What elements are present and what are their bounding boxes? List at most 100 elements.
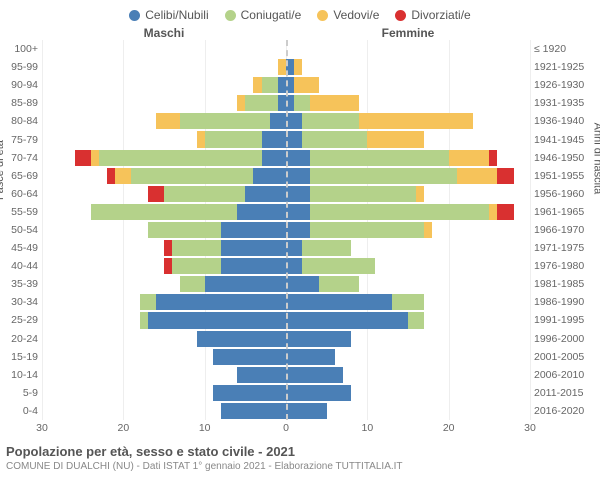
birth-tick: 1921-1925 bbox=[534, 58, 600, 76]
bar-segment bbox=[262, 131, 286, 147]
bar-segment bbox=[286, 312, 408, 328]
pyramid-row bbox=[286, 311, 530, 329]
bar-segment bbox=[310, 95, 359, 111]
bar-segment bbox=[310, 204, 489, 220]
bar-segment bbox=[367, 131, 424, 147]
pyramid-row bbox=[42, 130, 286, 148]
pyramid-row bbox=[286, 94, 530, 112]
bar-segment bbox=[278, 95, 286, 111]
birth-tick: 1966-1970 bbox=[534, 221, 600, 239]
bar-segment bbox=[156, 113, 180, 129]
male-header: Maschi bbox=[42, 26, 286, 40]
age-tick: 100+ bbox=[0, 40, 38, 58]
birth-tick: 1996-2000 bbox=[534, 330, 600, 348]
pyramid-row bbox=[42, 402, 286, 420]
bar-segment bbox=[237, 367, 286, 383]
bar-segment bbox=[294, 77, 318, 93]
birth-tick: 1931-1935 bbox=[534, 94, 600, 112]
legend: Celibi/NubiliConiugati/eVedovi/eDivorzia… bbox=[0, 0, 600, 26]
bar-segment bbox=[164, 186, 245, 202]
bar-segment bbox=[131, 168, 253, 184]
age-tick: 90-94 bbox=[0, 76, 38, 94]
bar-segment bbox=[156, 294, 286, 310]
pyramid-row bbox=[42, 221, 286, 239]
bar-segment bbox=[164, 258, 172, 274]
birth-tick: 1941-1945 bbox=[534, 130, 600, 148]
pyramid-row bbox=[42, 94, 286, 112]
age-tick: 85-89 bbox=[0, 94, 38, 112]
bar-segment bbox=[245, 95, 278, 111]
bar-segment bbox=[449, 150, 490, 166]
pyramid-row bbox=[286, 40, 530, 58]
bar-segment bbox=[294, 59, 302, 75]
bar-segment bbox=[221, 222, 286, 238]
bar-segment bbox=[302, 258, 375, 274]
birth-tick: 1976-1980 bbox=[534, 257, 600, 275]
female-header: Femmine bbox=[286, 26, 530, 40]
pyramid-row bbox=[286, 203, 530, 221]
birth-tick: 2006-2010 bbox=[534, 366, 600, 384]
bar-segment bbox=[286, 258, 302, 274]
bar-segment bbox=[286, 222, 310, 238]
bar-segment bbox=[197, 331, 286, 347]
pyramid-row bbox=[42, 167, 286, 185]
bar-segment bbox=[286, 403, 327, 419]
bar-segment bbox=[278, 59, 286, 75]
birth-tick: 2016-2020 bbox=[534, 402, 600, 420]
birth-tick: 1951-1955 bbox=[534, 167, 600, 185]
age-tick: 25-29 bbox=[0, 311, 38, 329]
bar-segment bbox=[278, 77, 286, 93]
bar-segment bbox=[310, 168, 456, 184]
bar-segment bbox=[148, 312, 286, 328]
birth-tick: 1956-1960 bbox=[534, 185, 600, 203]
bar-segment bbox=[286, 349, 335, 365]
x-tick: 10 bbox=[199, 422, 211, 434]
bar-segment bbox=[489, 204, 497, 220]
age-tick: 40-44 bbox=[0, 257, 38, 275]
age-tick: 55-59 bbox=[0, 203, 38, 221]
age-tick: 0-4 bbox=[0, 402, 38, 420]
bar-segment bbox=[245, 186, 286, 202]
bar-segment bbox=[489, 150, 497, 166]
bar-segment bbox=[205, 131, 262, 147]
bar-segment bbox=[91, 204, 237, 220]
bar-segment bbox=[310, 222, 424, 238]
bar-segment bbox=[91, 150, 99, 166]
bar-segment bbox=[286, 204, 310, 220]
population-pyramid: Fasce di età 100+95-9990-9485-8980-8475-… bbox=[0, 40, 600, 420]
x-tick: 30 bbox=[524, 422, 536, 434]
pyramid-row bbox=[42, 239, 286, 257]
pyramid-row bbox=[286, 366, 530, 384]
age-axis: Fasce di età 100+95-9990-9485-8980-8475-… bbox=[0, 40, 42, 420]
bar-segment bbox=[302, 131, 367, 147]
pyramid-row bbox=[286, 239, 530, 257]
bar-segment bbox=[237, 204, 286, 220]
age-tick: 5-9 bbox=[0, 384, 38, 402]
chart-title: Popolazione per età, sesso e stato civil… bbox=[6, 444, 594, 459]
bar-segment bbox=[457, 168, 498, 184]
legend-swatch bbox=[225, 10, 236, 21]
age-tick: 80-84 bbox=[0, 112, 38, 130]
bar-segment bbox=[148, 186, 164, 202]
age-tick: 50-54 bbox=[0, 221, 38, 239]
x-axis: 3020100102030 bbox=[0, 422, 600, 436]
pyramid-row bbox=[286, 257, 530, 275]
pyramid-row bbox=[42, 185, 286, 203]
pyramid-row bbox=[286, 221, 530, 239]
birth-tick: 2001-2005 bbox=[534, 348, 600, 366]
birth-tick: 1971-1975 bbox=[534, 239, 600, 257]
legend-label: Vedovi/e bbox=[333, 8, 379, 22]
birth-tick: 1986-1990 bbox=[534, 293, 600, 311]
pyramid-row bbox=[42, 76, 286, 94]
x-tick: 20 bbox=[443, 422, 455, 434]
bar-segment bbox=[172, 240, 221, 256]
pyramid-row bbox=[42, 348, 286, 366]
pyramid-row bbox=[42, 40, 286, 58]
birth-tick: 1981-1985 bbox=[534, 275, 600, 293]
birth-tick: ≤ 1920 bbox=[534, 40, 600, 58]
bar-segment bbox=[180, 113, 269, 129]
x-ticks: 3020100102030 bbox=[42, 422, 530, 436]
legend-label: Coniugati/e bbox=[241, 8, 302, 22]
pyramid-row bbox=[42, 257, 286, 275]
pyramid-row bbox=[286, 76, 530, 94]
